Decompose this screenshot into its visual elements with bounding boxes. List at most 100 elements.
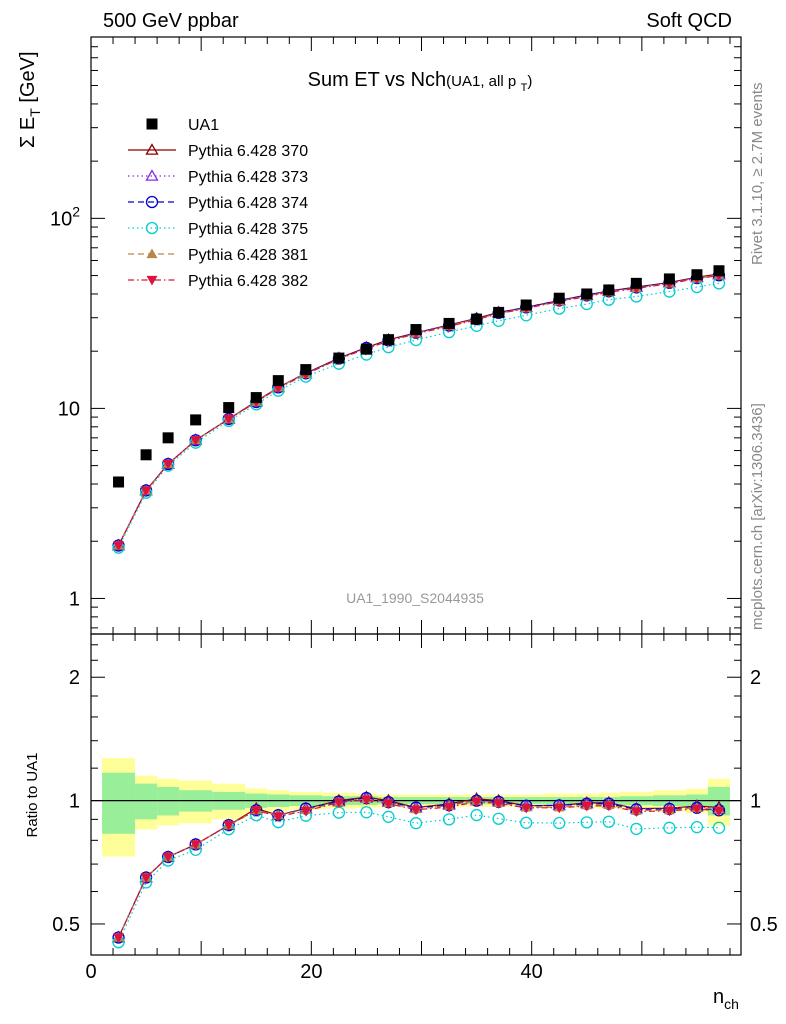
ratio-point-pythia-6-428-382: [663, 806, 675, 817]
legend-label: Pythia 6.428 370: [188, 143, 308, 160]
point-ua1: [223, 402, 235, 414]
y-tick-label: 1: [69, 588, 80, 610]
point-pythia-6-428-382: [162, 459, 174, 470]
ratio-tick-label-right: 2: [750, 667, 761, 689]
point-ua1: [471, 313, 483, 325]
ratio-point-pythia-6-428-382: [520, 803, 532, 814]
legend-label: Pythia 6.428 381: [188, 247, 308, 264]
legend-item-pythia-6-428-374: Pythia 6.428 374: [128, 195, 308, 212]
ratio-plot-area: [91, 758, 741, 857]
point-ua1: [691, 269, 703, 281]
ratio-point-pythia-6-428-375: [360, 806, 373, 819]
ratio-point-pythia-6-428-382: [190, 840, 202, 850]
ratio-point-pythia-6-428-375: [442, 813, 456, 826]
series-line-pythia-6-428-381: [118, 274, 720, 546]
ratio-point-pythia-6-428-382: [553, 803, 565, 814]
ratio-point-pythia-6-428-382: [223, 821, 235, 831]
y-tick-label: 102: [50, 203, 80, 230]
point-ua1: [272, 375, 284, 387]
point-ua1: [190, 414, 202, 426]
point-pythia-6-428-382: [140, 486, 152, 496]
ratio-point-pythia-6-428-382: [581, 801, 593, 812]
legend-item-ua1: UA1: [146, 117, 219, 134]
ratio-line-pythia-6-428-382: [117, 799, 720, 938]
ratio-point-pythia-6-428-375: [663, 821, 676, 834]
point-ua1: [663, 273, 675, 285]
ratio-point-pythia-6-428-375: [470, 808, 483, 822]
point-ua1: [581, 288, 593, 300]
ratio-tick-label-left: 2: [69, 667, 80, 689]
ratio-point-pythia-6-428-382: [493, 799, 505, 809]
ratio-point-pythia-6-428-375: [690, 821, 704, 834]
ratio-point-pythia-6-428-382: [713, 806, 725, 817]
point-pythia-6-428-382: [223, 414, 235, 425]
ratio-inner-band: [102, 772, 136, 834]
point-ua1: [443, 317, 455, 329]
ratio-line-pythia-6-428-375: [117, 811, 719, 943]
y-axis-label: Σ ET [GeV]: [17, 51, 43, 148]
legend: UA1 Pythia 6.428 370 Pythia 6.428 373 Pythi…: [128, 117, 308, 290]
series-line-pythia-6-428-374: [118, 274, 720, 546]
point-ua1: [113, 476, 125, 488]
x-tick-label: 20: [300, 961, 322, 983]
point-ua1: [410, 324, 422, 336]
ratio-point-pythia-6-428-382: [603, 801, 615, 812]
series-line-pythia-6-428-370: [118, 273, 720, 546]
ratio-point-pythia-6-428-382: [691, 804, 703, 815]
ratio-point-pythia-6-428-382: [272, 812, 284, 823]
ratio-point-pythia-6-428-375: [712, 821, 726, 834]
mcplots-label: mcplots.cern.ch [arXiv:1306.3436]: [749, 403, 766, 630]
ratio-point-pythia-6-428-375: [580, 816, 593, 829]
point-pythia-6-428-382: [190, 436, 202, 446]
point-ua1: [300, 364, 312, 376]
point-ua1: [553, 292, 565, 304]
point-pythia-6-428-382: [272, 383, 284, 394]
point-ua1: [250, 392, 262, 404]
ratio-point-pythia-6-428-375: [382, 810, 395, 823]
ratio-point-pythia-6-428-382: [360, 795, 372, 806]
ratio-point-pythia-6-428-375: [409, 817, 423, 830]
chart-title: Sum ET vs Nch(UA1, all p T): [308, 69, 533, 94]
legend-label: UA1: [188, 117, 219, 134]
legend-label: Pythia 6.428 374: [188, 195, 308, 212]
ratio-inner-band: [135, 783, 158, 820]
point-ua1: [140, 449, 152, 461]
point-ua1: [603, 284, 615, 296]
point-ua1: [333, 352, 345, 364]
ratio-point-pythia-6-428-382: [382, 799, 394, 810]
ratio-point-pythia-6-428-375: [602, 815, 615, 828]
ratio-point-pythia-6-428-375: [520, 816, 533, 829]
point-ua1: [162, 432, 174, 444]
ratio-data-layer: [111, 790, 726, 949]
ratio-point-pythia-6-428-382: [333, 798, 345, 809]
x-axis-label: nch: [713, 986, 739, 1012]
point-ua1: [520, 299, 532, 311]
ratio-point-pythia-6-428-375: [553, 816, 566, 830]
point-ua1: [493, 306, 505, 318]
ratio-tick-label-right: 1: [750, 791, 761, 813]
legend-item-pythia-6-428-375: Pythia 6.428 375: [128, 221, 308, 238]
point-ua1: [360, 343, 372, 355]
point-ua1: [382, 334, 394, 346]
ratio-point-pythia-6-428-375: [630, 822, 643, 836]
legend-label: Pythia 6.428 373: [188, 169, 308, 186]
ratio-point-pythia-6-428-375: [492, 812, 505, 825]
legend-item-pythia-6-428-373: Pythia 6.428 373: [128, 169, 308, 186]
ratio-point-pythia-6-428-382: [140, 873, 152, 884]
rivet-label: Rivet 3.1.10, ≥ 2.7M events: [749, 83, 766, 266]
legend-item-pythia-6-428-381: Pythia 6.428 381: [128, 247, 308, 264]
legend-label: Pythia 6.428 382: [188, 273, 308, 290]
series-line-pythia-6-428-382: [118, 274, 720, 546]
ratio-point-pythia-6-428-382: [162, 852, 174, 863]
ratio-point-pythia-6-428-382: [443, 802, 455, 813]
header-right-label: Soft QCD: [646, 10, 732, 32]
ratio-point-pythia-6-428-382: [630, 807, 642, 817]
legend-label: Pythia 6.428 375: [188, 221, 308, 238]
x-tick-label: 40: [521, 961, 543, 983]
header-left-label: 500 GeV ppbar: [103, 10, 239, 32]
ratio-point-pythia-6-428-382: [300, 806, 312, 817]
series-line-pythia-6-428-373: [118, 274, 720, 546]
y-tick-label: 10: [58, 398, 80, 420]
ratio-y-axis-label: Ratio to UA1: [24, 752, 41, 837]
